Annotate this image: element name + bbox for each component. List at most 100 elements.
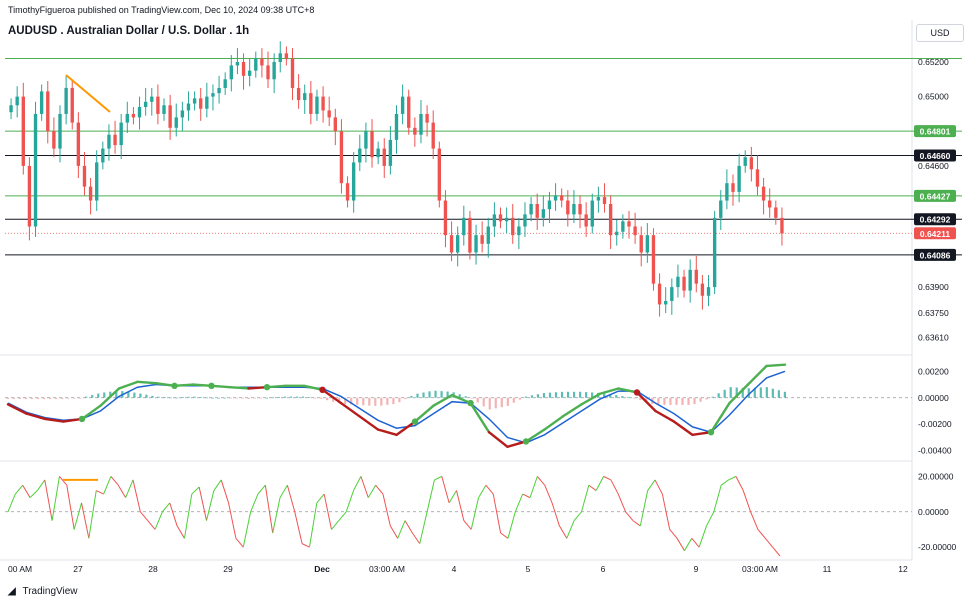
mom-segment bbox=[544, 485, 553, 504]
osc-histogram-bar bbox=[199, 397, 202, 398]
mom-segment bbox=[125, 479, 134, 498]
osc-histogram-bar bbox=[157, 396, 160, 398]
osc-histogram-bar bbox=[362, 397, 365, 406]
candle-body bbox=[596, 197, 601, 201]
candle-body bbox=[511, 217, 515, 236]
mom-segment bbox=[198, 486, 208, 521]
candle-body bbox=[523, 214, 527, 227]
mom-segment bbox=[316, 493, 325, 504]
mom-segment bbox=[639, 490, 649, 527]
mom-segment bbox=[558, 525, 568, 539]
osc-histogram-bar bbox=[548, 392, 552, 398]
candle-body bbox=[358, 148, 362, 163]
osc-histogram-bar bbox=[350, 397, 353, 405]
candle-body bbox=[211, 93, 215, 97]
mom-segment bbox=[250, 493, 259, 512]
osc-histogram-bar bbox=[729, 387, 732, 398]
candle-body bbox=[602, 197, 607, 204]
osc-histogram-bar bbox=[771, 388, 774, 398]
mom-segment bbox=[213, 479, 222, 491]
mom-segment bbox=[14, 484, 24, 495]
candle-body bbox=[156, 96, 160, 114]
mom-tick-label: 20.00000 bbox=[918, 471, 954, 481]
candle-body bbox=[21, 96, 25, 166]
osc-main-segment bbox=[413, 404, 435, 423]
osc-histogram-bar bbox=[524, 396, 527, 398]
mom-segment bbox=[7, 493, 16, 512]
candle-body bbox=[670, 287, 674, 301]
candle-body bbox=[737, 165, 741, 192]
candle-body bbox=[180, 110, 185, 118]
candle-body bbox=[498, 214, 503, 222]
candle-body bbox=[345, 183, 350, 201]
candle-body bbox=[541, 209, 546, 218]
osc-histogram-bar bbox=[79, 397, 82, 399]
candle-body bbox=[407, 96, 411, 128]
mom-segment bbox=[147, 520, 156, 530]
osc-main-segment bbox=[432, 393, 454, 407]
mom-segment bbox=[772, 546, 781, 557]
candle-body bbox=[712, 217, 717, 288]
osc-histogram-bar bbox=[476, 397, 479, 403]
osc-histogram-bar bbox=[470, 397, 473, 399]
osc-histogram-bar bbox=[67, 397, 70, 399]
candle-body bbox=[168, 105, 172, 128]
osc-histogram-bar bbox=[313, 397, 317, 399]
candle-body bbox=[468, 217, 472, 253]
candle-body bbox=[455, 235, 460, 253]
osc-histogram-bar bbox=[61, 397, 64, 399]
osc-histogram-bar bbox=[259, 397, 262, 399]
osc-histogram-bar bbox=[404, 397, 407, 400]
candle-body bbox=[449, 235, 454, 253]
candle-body bbox=[761, 186, 766, 201]
candle-body bbox=[131, 113, 136, 118]
candle-body bbox=[682, 276, 686, 291]
candle-body bbox=[566, 200, 570, 215]
osc-histogram-bar bbox=[579, 391, 582, 398]
mom-segment bbox=[661, 493, 671, 530]
osc-cross-dot bbox=[78, 415, 86, 423]
mom-segment bbox=[573, 511, 582, 521]
currency-button[interactable]: USD bbox=[916, 24, 964, 42]
mom-segment bbox=[301, 543, 310, 548]
osc-main-segment bbox=[524, 428, 546, 443]
osc-histogram-bar bbox=[693, 397, 696, 405]
osc-main-segment bbox=[99, 387, 121, 407]
candle-body bbox=[58, 113, 62, 149]
osc-histogram-bar bbox=[530, 395, 534, 398]
candle-body bbox=[101, 148, 105, 163]
mom-segment bbox=[617, 493, 627, 512]
candle-body bbox=[578, 203, 582, 215]
mom-segment bbox=[117, 484, 127, 498]
osc-histogram-bar bbox=[669, 397, 672, 405]
mom-segment bbox=[110, 476, 119, 486]
osc-main-segment bbox=[746, 364, 768, 386]
osc-main-segment bbox=[672, 420, 694, 437]
candle-body bbox=[388, 139, 393, 166]
osc-histogram-bar bbox=[687, 397, 690, 405]
osc-histogram-bar bbox=[398, 397, 401, 403]
level-tag bbox=[914, 189, 956, 202]
osc-histogram-bar bbox=[320, 397, 323, 399]
time-tick-label: 6 bbox=[601, 564, 606, 574]
osc-main-segment bbox=[506, 440, 528, 448]
mom-segment bbox=[676, 538, 685, 551]
mom-segment bbox=[404, 520, 413, 534]
candle-body bbox=[492, 214, 497, 227]
candle-body bbox=[351, 162, 356, 201]
osc-histogram-bar bbox=[223, 397, 226, 399]
candle-body bbox=[290, 58, 295, 88]
candle-body bbox=[572, 203, 576, 215]
candle-body bbox=[76, 122, 81, 166]
osc-histogram-bar bbox=[380, 397, 383, 406]
candle-body bbox=[309, 93, 313, 114]
candle-body bbox=[749, 157, 754, 170]
mom-segment bbox=[706, 511, 715, 527]
osc-histogram-bar bbox=[133, 392, 136, 398]
osc-histogram-bar bbox=[753, 387, 756, 398]
mom-segment bbox=[742, 490, 752, 512]
mom-segment bbox=[397, 520, 406, 539]
mom-segment bbox=[228, 502, 237, 539]
candle-body bbox=[235, 61, 240, 66]
